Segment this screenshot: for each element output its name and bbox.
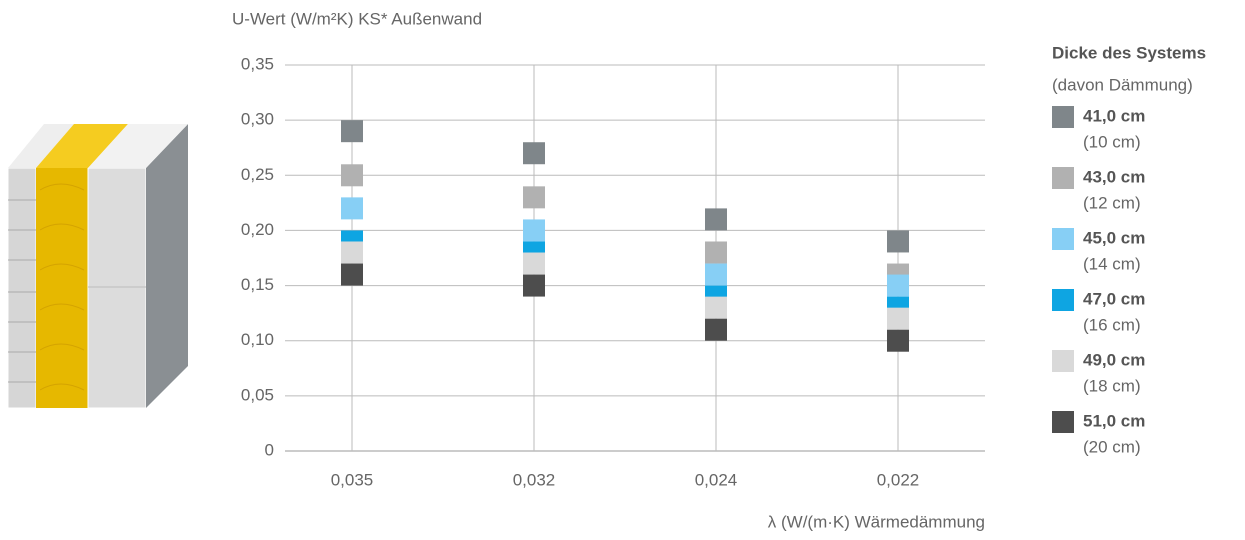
y-tick-label: 0 [265, 440, 274, 459]
y-tick-label: 0,15 [241, 275, 274, 294]
legend-label: 47,0 cm [1083, 289, 1145, 308]
y-tick-label: 0,30 [241, 110, 274, 129]
marker [705, 296, 727, 319]
marker [341, 263, 363, 286]
legend-sublabel: (10 cm) [1083, 132, 1141, 151]
legend-swatch [1052, 167, 1074, 189]
legend-sublabel: (14 cm) [1083, 254, 1141, 273]
legend-label: 43,0 cm [1083, 167, 1145, 186]
marker [341, 120, 363, 143]
legend-sublabel: (16 cm) [1083, 315, 1141, 334]
marker [341, 197, 363, 220]
wall-illustration [7, 124, 188, 409]
marker [341, 164, 363, 187]
y-tick-label: 0,20 [241, 220, 274, 239]
x-axis-title: λ (W/(m·K) Wärmedämmung [768, 512, 985, 531]
x-tick-label: 0,022 [877, 470, 920, 489]
legend-label: 49,0 cm [1083, 350, 1145, 369]
marker [887, 329, 909, 352]
marker [705, 241, 727, 264]
legend-swatch [1052, 228, 1074, 250]
x-tick-label: 0,024 [695, 470, 738, 489]
marker [705, 263, 727, 286]
y-tick-label: 0,25 [241, 165, 274, 184]
legend-label: 45,0 cm [1083, 228, 1145, 247]
marker [523, 142, 545, 165]
y-tick-label: 0,10 [241, 330, 274, 349]
legend-swatch [1052, 289, 1074, 311]
marker [341, 241, 363, 264]
marker [887, 274, 909, 297]
x-tick-label: 0,035 [331, 470, 374, 489]
legend-title: Dicke des Systems [1052, 43, 1206, 62]
marker [523, 186, 545, 209]
legend-swatch [1052, 350, 1074, 372]
legend-subtitle: (davon Dämmung) [1052, 75, 1193, 94]
marker [523, 252, 545, 275]
marker [887, 230, 909, 253]
legend-sublabel: (12 cm) [1083, 193, 1141, 212]
marker [705, 208, 727, 231]
marker [705, 318, 727, 341]
y-axis-title: U-Wert (W/m²K) KS* Außenwand [232, 9, 482, 28]
marker [523, 274, 545, 297]
legend-sublabel: (20 cm) [1083, 437, 1141, 456]
y-tick-label: 0,05 [241, 385, 274, 404]
legend-swatch [1052, 106, 1074, 128]
x-tick-label: 0,032 [513, 470, 556, 489]
marker [887, 307, 909, 330]
legend-label: 51,0 cm [1083, 411, 1145, 430]
marker [523, 219, 545, 242]
legend-label: 41,0 cm [1083, 106, 1145, 125]
legend-swatch [1052, 411, 1074, 433]
legend-sublabel: (18 cm) [1083, 376, 1141, 395]
y-tick-label: 0,35 [241, 54, 274, 73]
